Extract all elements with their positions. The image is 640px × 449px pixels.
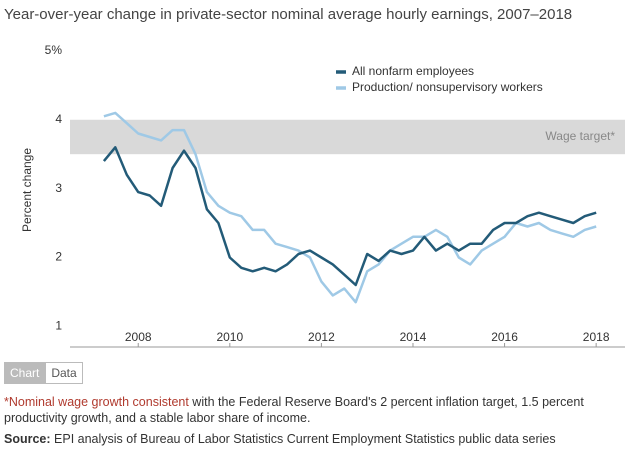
tabs: Chart Data	[4, 362, 83, 384]
series-line	[102, 146, 597, 287]
x-tick-label: 2012	[308, 330, 335, 344]
source-text: EPI analysis of Bureau of Labor Statisti…	[50, 432, 556, 446]
footnote-text: with the Federal Reserve Board's 2 perce…	[4, 395, 584, 425]
source-label: Source:	[4, 432, 51, 446]
y-tick-label: 4	[55, 112, 62, 126]
x-tick-label: 2014	[400, 330, 427, 344]
x-tick-label: 2018	[583, 330, 610, 344]
x-tick-label: 2016	[491, 330, 518, 344]
band-label: Wage target*	[545, 129, 615, 143]
chart-title: Year-over-year change in private-sector …	[4, 6, 572, 23]
series-line	[103, 111, 597, 304]
legend-label: Production/ nonsupervisory workers	[352, 80, 543, 94]
source: Source: EPI analysis of Bureau of Labor …	[4, 432, 556, 446]
y-tick-label: 5%	[45, 43, 63, 57]
target-band	[70, 119, 625, 155]
legend-label: All nonfarm employees	[352, 64, 474, 78]
y-tick-label: 3	[55, 181, 62, 195]
footnote-highlight: *Nominal wage growth consistent	[4, 395, 189, 409]
x-tick-label: 2008	[125, 330, 152, 344]
data-tab[interactable]: Data	[45, 362, 83, 384]
footnote: *Nominal wage growth consistent with the…	[4, 394, 604, 426]
chart-tab[interactable]: Chart	[4, 362, 46, 384]
x-tick-label: 2010	[216, 330, 243, 344]
y-axis-label: Percent change	[20, 148, 34, 232]
chart: Year-over-year change in private-sector …	[4, 6, 625, 348]
y-tick-label: 1	[55, 319, 62, 333]
y-tick-label: 2	[55, 250, 62, 264]
